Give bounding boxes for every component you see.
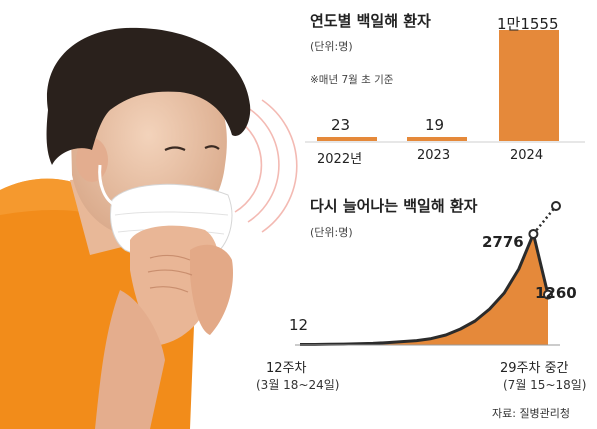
bar-category-2024: 2024 — [510, 148, 544, 163]
series-line — [299, 232, 550, 347]
area-fill — [300, 233, 548, 345]
projection-point — [551, 201, 561, 211]
point-label-start: 12 — [289, 316, 309, 334]
chart1-title: 연도별 백일해 환자 — [310, 12, 431, 30]
x-end-sub: (7월 15~18일) — [503, 378, 587, 392]
bar-category-2023: 2023 — [417, 148, 451, 163]
bar-2 — [499, 30, 559, 141]
point-label-peak: 2776 — [482, 233, 524, 251]
x-end-label: 29주차 중간 — [500, 361, 569, 376]
bar-value-2023: 19 — [425, 116, 445, 134]
projection-line — [532, 205, 557, 235]
bar-value-2022: 23 — [331, 116, 351, 134]
chart2-unit: (단위:명) — [310, 226, 353, 239]
x-start-sub: (3월 18~24일) — [256, 378, 340, 392]
chart1-unit: (단위:명) — [310, 40, 353, 53]
bar-value-2024: 1만1555 — [497, 15, 559, 33]
end-point — [543, 289, 553, 300]
bar-1 — [407, 137, 467, 141]
point-label-end: 1260 — [535, 284, 577, 302]
x-start-label: 12주차 — [266, 361, 307, 376]
bar-0 — [317, 137, 377, 141]
chart2-title: 다시 늘어나는 백일해 환자 — [310, 197, 478, 215]
chart1-note: ※매년 7월 초 기준 — [310, 74, 394, 86]
peak-point — [528, 228, 539, 239]
bar-category-2022: 2022년 — [317, 152, 363, 167]
source-label: 자료: 질병관리청 — [492, 407, 571, 420]
